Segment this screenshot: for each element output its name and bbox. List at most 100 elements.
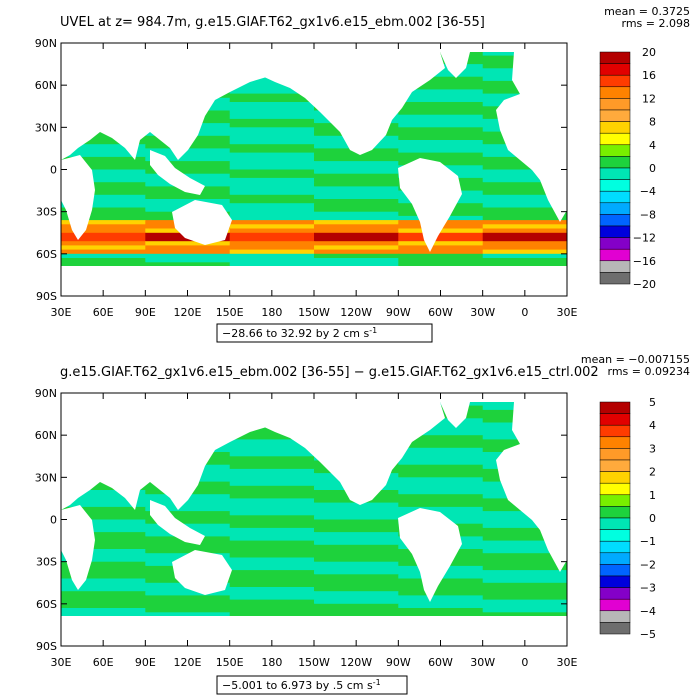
ocean-cell (398, 97, 484, 103)
ocean-cell (229, 194, 315, 200)
colorbar-cell (599, 109, 631, 122)
colorbar-label: 1 (649, 489, 656, 502)
ocean-cell (398, 506, 484, 512)
ocean-cell (229, 140, 315, 145)
ocean-cell (482, 565, 567, 571)
ocean-cell (61, 578, 146, 584)
colorbar-cell (599, 225, 631, 238)
panel-2-south-america (398, 508, 462, 602)
ocean-cell (61, 481, 146, 487)
ocean-cell (145, 169, 231, 175)
panel-2-eurasia (61, 402, 430, 510)
ocean-cell (398, 582, 484, 588)
x-tick-label: 0 (521, 306, 528, 319)
ocean-cell (314, 519, 399, 525)
ocean-cell (229, 220, 315, 225)
colorbar-cell (599, 179, 631, 192)
ocean-cell (229, 464, 315, 470)
x-tick-label: 60E (93, 656, 114, 669)
ocean-cell (314, 224, 399, 230)
ocean-cell (229, 452, 315, 457)
ocean-cell (229, 430, 315, 436)
colorbar-cell (599, 540, 631, 554)
ocean-cell (61, 207, 146, 213)
ocean-cell (482, 578, 567, 584)
ocean-cell (61, 148, 146, 154)
colorbar-cell (599, 98, 631, 111)
ocean-cell (482, 532, 567, 537)
ocean-cell (482, 515, 567, 521)
ocean-cell (61, 156, 146, 162)
ocean-cell (61, 582, 146, 588)
ocean-cell (314, 262, 399, 268)
ocean-cell (61, 523, 146, 529)
ocean-cell (229, 443, 315, 449)
ocean-cell (61, 173, 146, 179)
y-tick-label: 90S (36, 640, 57, 653)
panel-2-range-label: −5.001 to 6.973 by .5 cm s-1 (222, 678, 381, 693)
ocean-cell (398, 494, 484, 499)
ocean-cell (145, 253, 231, 259)
ocean-cell (398, 426, 484, 432)
ocean-cell (482, 595, 567, 601)
ocean-cell (229, 110, 315, 116)
x-tick-label: 30E (557, 656, 578, 669)
colorbar-label: −4 (640, 605, 656, 618)
ocean-cell (229, 144, 315, 149)
ocean-cell (398, 262, 484, 268)
ocean-cell (398, 464, 484, 470)
ocean-cell (229, 447, 315, 453)
ocean-cell (145, 245, 231, 251)
y-tick-label: 30N (35, 471, 57, 484)
ocean-cell (229, 473, 315, 478)
colorbar-label: 12 (642, 92, 656, 105)
x-tick-label: 30E (557, 306, 578, 319)
ocean-cell (61, 220, 146, 225)
ocean-cell (482, 527, 567, 533)
colorbar-cell (599, 401, 631, 414)
ocean-cell (314, 532, 399, 537)
y-tick-label: 60S (36, 598, 57, 611)
ocean-cell (229, 177, 315, 183)
ocean-cell (314, 190, 399, 196)
ocean-cell (482, 177, 567, 183)
ocean-cell (229, 523, 315, 529)
ocean-cell (398, 608, 484, 613)
colorbar-label: −3 (640, 582, 656, 595)
ocean-cell (314, 199, 399, 204)
ocean-cell (482, 582, 567, 588)
ocean-cell (314, 578, 399, 584)
ocean-cell (229, 85, 315, 90)
ocean-cell (229, 574, 315, 580)
colorbar-cell (599, 622, 631, 635)
ocean-cell (145, 237, 231, 242)
panel-1-africa (61, 155, 95, 240)
ocean-cell (145, 515, 231, 521)
ocean-cell (314, 220, 399, 225)
ocean-cell (145, 165, 231, 171)
ocean-cell (145, 161, 231, 166)
colorbar-label: −5 (640, 628, 656, 641)
ocean-cell (229, 519, 315, 525)
colorbar-label: −1 (640, 535, 656, 548)
ocean-cell (229, 190, 315, 196)
ocean-cell (314, 237, 399, 242)
ocean-cell (482, 182, 567, 187)
ocean-cell (61, 131, 146, 137)
colorbar-label: −16 (633, 255, 656, 268)
ocean-cell (314, 506, 399, 512)
ocean-cell (229, 135, 315, 141)
colorbar-cell (599, 598, 631, 612)
ocean-cell (229, 186, 315, 192)
ocean-cell (229, 237, 315, 242)
colorbar-label: −2 (640, 558, 656, 571)
ocean-cell (229, 582, 315, 588)
ocean-cell (61, 574, 146, 580)
ocean-cell (61, 135, 146, 141)
ocean-cell (229, 511, 315, 516)
panel-1-south-america (398, 158, 462, 252)
ocean-cell (482, 245, 567, 251)
colorbar-cell (599, 272, 631, 285)
colorbar-cell (599, 167, 631, 180)
